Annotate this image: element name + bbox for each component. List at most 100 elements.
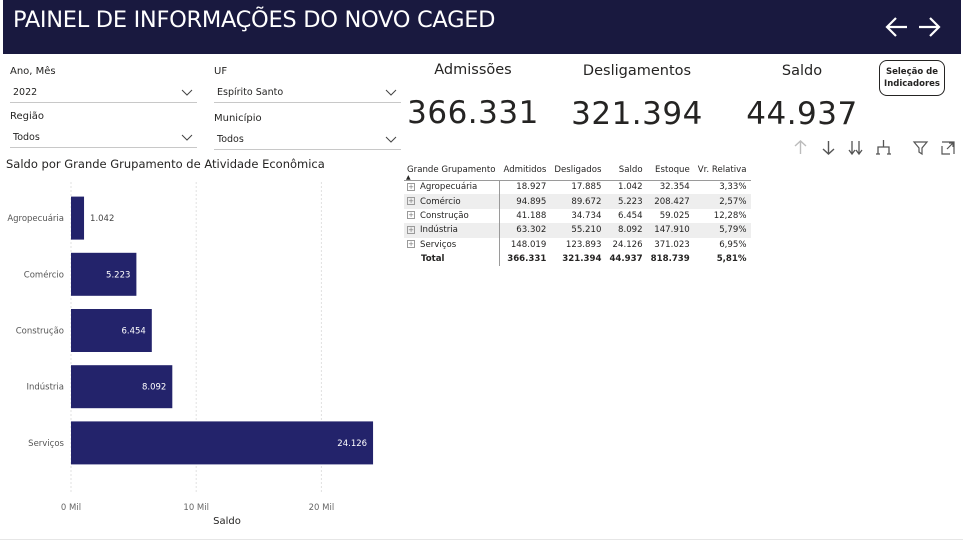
selecao-indicadores-button[interactable]: Seleção de Indicadores <box>879 60 945 96</box>
table-cell: 5.223 <box>605 194 647 209</box>
table-cell: 6.454 <box>618 210 643 221</box>
column-header[interactable]: ▲ Grande Grupamento <box>404 160 500 181</box>
category-label: Serviços <box>28 439 64 449</box>
total-cell: 818.739 <box>650 254 690 265</box>
saldo-bar-chart: 0 Mil 10 Mil 20 Mil Agropecuária 1.042 Comérc… <box>7 182 374 527</box>
table-cell: 18.927 <box>516 182 547 193</box>
expand-hierarchy-icon[interactable] <box>875 139 892 156</box>
expand-icon[interactable]: + <box>407 225 415 234</box>
dropdown-value: Todos <box>217 134 244 145</box>
category-label: Indústria <box>26 383 64 393</box>
kpi-admissoes-label: Admissões <box>434 62 512 78</box>
table-cell: 63.302 <box>499 223 551 238</box>
row-label: Construção <box>420 210 469 221</box>
arrow-down-icon[interactable] <box>820 139 837 156</box>
slicer-label: Ano, Mês <box>10 66 56 77</box>
total-cell: 321.394 <box>562 254 602 265</box>
table-row[interactable]: + Indústria 63.302 55.210 8.092 147.910 5,79% <box>404 223 751 238</box>
double-arrow-down-icon[interactable] <box>847 139 864 156</box>
expand-icon[interactable]: + <box>407 197 415 206</box>
column-header[interactable]: Admitidos <box>499 160 551 181</box>
button-line: Seleção de <box>886 67 938 77</box>
header-bar: PAINEL DE INFORMAÇÕES DO NOVO CAGED <box>3 0 961 54</box>
column-header[interactable]: Saldo <box>605 160 647 181</box>
table-cell: 32.354 <box>659 182 690 193</box>
chart-title: Saldo por Grande Grupamento de Atividade… <box>6 157 325 171</box>
total-cell: Total <box>404 251 500 267</box>
row-label: Agropecuária <box>420 182 478 193</box>
uf-dropdown[interactable]: Espírito Santo <box>214 83 401 103</box>
table-row[interactable]: + Construção 41.188 34.734 6.454 59.025 12,28% <box>404 208 751 224</box>
table-cell: + Serviços <box>404 237 500 252</box>
filter-icon[interactable] <box>912 139 929 156</box>
table-total-row: Total 366.331 321.394 44.937 818.739 5,81% <box>404 251 751 267</box>
chevron-down-icon <box>181 89 193 96</box>
button-line: Indicadores <box>884 79 940 89</box>
slicer-uf: UF Espírito Santo <box>214 65 401 103</box>
expand-icon[interactable]: + <box>407 240 415 249</box>
slicer-municipio: Município Todos <box>214 112 401 150</box>
row-label: Comércio <box>420 196 461 207</box>
table-cell: + Construção <box>404 208 500 224</box>
expand-icon[interactable]: + <box>407 211 415 220</box>
table-cell: 12,28% <box>713 210 747 221</box>
sort-arrow-icon: ▲ <box>406 173 411 181</box>
slicer-label: Município <box>214 113 262 124</box>
table-cell: 5,79% <box>693 223 751 238</box>
table-cell: 34.734 <box>571 210 602 221</box>
table-cell: + Agropecuária <box>404 180 500 195</box>
table-cell: 208.427 <box>646 194 694 209</box>
column-header[interactable]: Estoque <box>646 160 694 181</box>
page-title: PAINEL DE INFORMAÇÕES DO NOVO CAGED <box>13 7 496 33</box>
category-label: Comércio <box>24 269 64 280</box>
municipio-dropdown[interactable]: Todos <box>214 130 401 150</box>
total-cell: 366.331 <box>507 254 547 265</box>
chevron-down-icon <box>181 134 193 141</box>
summary-table: ▲ Grande Grupamento Admitidos Desligados Sal… <box>404 160 751 267</box>
bar-comércio[interactable] <box>71 252 137 296</box>
expand-icon[interactable]: + <box>407 182 415 191</box>
arrow-right-icon[interactable] <box>915 13 943 41</box>
table-cell: 2,57% <box>693 194 751 209</box>
chevron-down-icon <box>385 89 397 96</box>
arrow-up-icon[interactable] <box>792 139 809 156</box>
slicer-label: Região <box>10 111 45 122</box>
table-row[interactable]: + Comércio 94.895 89.672 5.223 208.427 2,57% <box>404 194 751 209</box>
table-cell: 8.092 <box>605 223 647 238</box>
table-cell: 3,33% <box>719 182 747 193</box>
table-cell: 147.910 <box>646 223 694 238</box>
data-label: 24.126 <box>337 439 367 449</box>
focus-mode-icon[interactable] <box>940 139 957 156</box>
table-cell: 148.019 <box>510 239 547 250</box>
ano-mes-dropdown[interactable]: 2022 <box>10 83 197 103</box>
data-label: 6.454 <box>121 327 145 337</box>
bar-construção[interactable] <box>71 309 152 352</box>
table-cell: 371.023 <box>654 239 690 250</box>
slicer-ano-mes: Ano, Mês 2022 <box>10 65 197 103</box>
kpi-desligamentos-label: Desligamentos <box>582 63 692 79</box>
slicer-regiao: Região Todos <box>10 110 197 148</box>
table-cell: 94.895 <box>499 194 551 209</box>
total-cell: 5,81% <box>716 254 747 265</box>
column-header[interactable]: Desligados <box>550 160 606 181</box>
arrow-left-icon[interactable] <box>883 13 911 41</box>
table-cell: 123.893 <box>565 239 602 250</box>
table-row[interactable]: + Agropecuária 18.927 17.885 1.042 32.354 3,33… <box>404 180 751 195</box>
total-cell: 44.937 <box>609 254 643 265</box>
table-header-row: ▲ Grande Grupamento Admitidos Desligados Sal… <box>404 160 751 181</box>
x-axis-label: Saldo <box>213 516 241 527</box>
dropdown-value: Espírito Santo <box>217 87 284 98</box>
row-label: Indústria <box>420 225 458 236</box>
regiao-dropdown[interactable]: Todos <box>10 128 197 148</box>
category-label: Construção <box>16 327 64 337</box>
row-label: Serviços <box>420 239 457 250</box>
data-label: 1.042 <box>90 214 114 224</box>
bar-agropecuária[interactable] <box>71 196 85 240</box>
bar-indústria[interactable] <box>71 365 173 409</box>
table-cell: 6,95% <box>719 239 747 250</box>
column-header[interactable]: Vr. Relativa <box>693 160 751 181</box>
table-row[interactable]: + Serviços 148.019 123.893 24.126 371.023 6,95… <box>404 237 751 252</box>
bar-serviços[interactable] <box>71 421 374 465</box>
table-cell: 89.672 <box>550 194 606 209</box>
data-label: 8.092 <box>142 383 166 393</box>
